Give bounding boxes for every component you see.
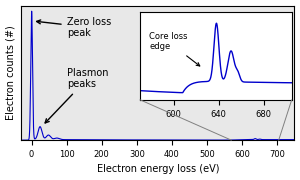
Text: Zero loss
peak: Zero loss peak [37, 17, 111, 38]
Text: Plasmon
peaks: Plasmon peaks [45, 68, 108, 123]
X-axis label: Electron energy loss (eV): Electron energy loss (eV) [97, 165, 219, 174]
Y-axis label: Electron counts (#): Electron counts (#) [6, 26, 16, 120]
